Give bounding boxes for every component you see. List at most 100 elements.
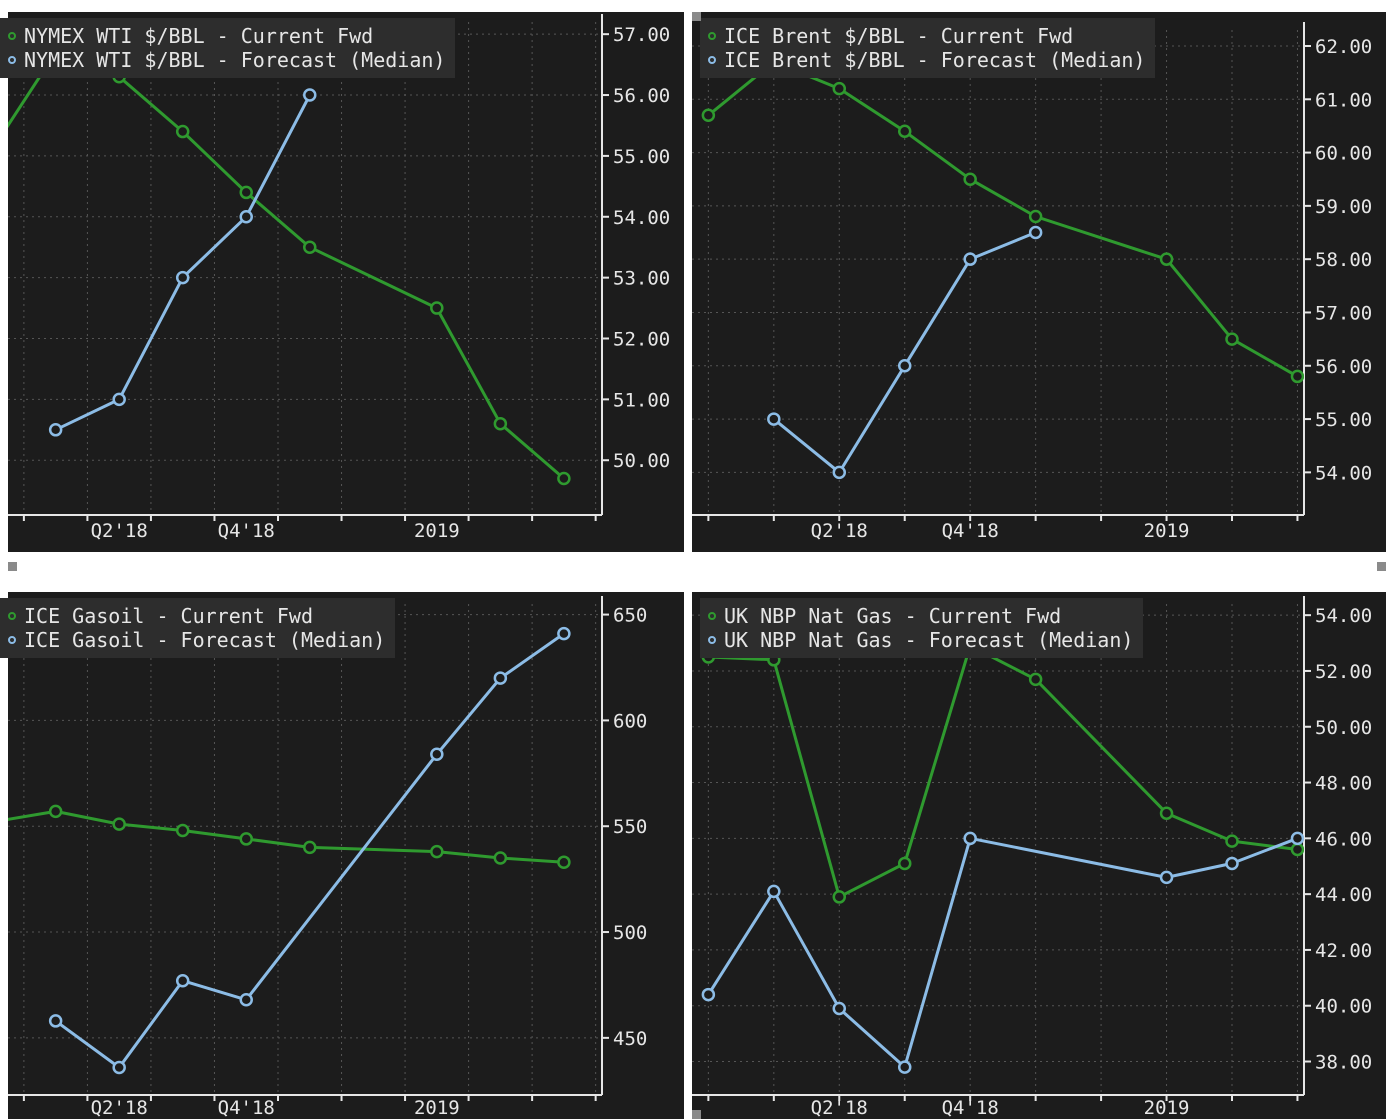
data-point xyxy=(303,840,317,855)
y-tick-label: 50.00 xyxy=(613,450,670,472)
series-line xyxy=(708,644,1298,899)
data-point xyxy=(832,890,847,904)
y-tick-label: 54.00 xyxy=(613,207,670,229)
x-tick-label: Q4'18 xyxy=(218,520,275,542)
data-point xyxy=(175,823,190,838)
series-line xyxy=(8,50,565,480)
data-point xyxy=(701,108,716,123)
series-line xyxy=(54,94,312,432)
y-tick-label: 50.00 xyxy=(1315,717,1372,739)
panel-corner-marker xyxy=(1377,562,1386,571)
y-tick-label: 54.00 xyxy=(1315,462,1372,484)
panel-corner-marker xyxy=(692,12,701,21)
y-tick-label: 52.00 xyxy=(613,328,670,350)
data-point xyxy=(1028,209,1043,224)
y-tick-label: 57.00 xyxy=(613,24,670,46)
legend-item-current-fwd: NYMEX WTI $/BBL - Current Fwd xyxy=(8,24,445,48)
y-tick-label: 61.00 xyxy=(1315,89,1372,111)
series-current-fwd xyxy=(8,45,571,486)
legend-label: ICE Gasoil - Forecast (Median) xyxy=(24,628,386,652)
y-tick-label: 62.00 xyxy=(1315,36,1372,58)
data-point xyxy=(112,817,126,831)
y-tick-label: 51.00 xyxy=(613,389,670,411)
data-point xyxy=(897,856,912,871)
y-tick-label: 55.00 xyxy=(613,146,670,168)
chart-svg-brent: 54.00 55.00 56.00 57.00 58.00 59.00 60.00 61.00… xyxy=(692,22,1372,542)
legend-marker-current-fwd xyxy=(8,32,16,40)
data-point xyxy=(1159,806,1174,820)
data-point xyxy=(897,359,912,373)
data-point xyxy=(493,416,508,431)
data-point xyxy=(832,465,847,480)
y-tick-label: 42.00 xyxy=(1315,940,1372,962)
y-tick-label: 58.00 xyxy=(1315,249,1372,271)
data-point xyxy=(175,270,190,285)
y-tick-label: 500 xyxy=(613,922,647,944)
data-point xyxy=(897,1060,912,1074)
data-point xyxy=(493,851,508,865)
legend-marker-forecast xyxy=(8,56,16,64)
legend-label: UK NBP Nat Gas - Forecast (Median) xyxy=(724,628,1134,652)
data-point xyxy=(48,1014,63,1028)
series-line xyxy=(8,809,564,864)
data-point xyxy=(303,88,317,102)
data-point xyxy=(963,252,977,266)
data-point xyxy=(112,392,126,407)
data-point xyxy=(239,185,253,200)
data-point xyxy=(48,804,63,819)
y-tick-label: 55.00 xyxy=(1315,409,1372,431)
legend-label: NYMEX WTI $/BBL - Current Fwd xyxy=(24,24,374,48)
data-point xyxy=(832,81,847,96)
data-point xyxy=(767,412,781,426)
data-point xyxy=(175,973,190,988)
chart-panel-brent: 54.00 55.00 56.00 57.00 58.00 59.00 60.00 61.00… xyxy=(692,12,1386,552)
legend-marker-current-fwd xyxy=(708,32,716,40)
data-point xyxy=(1225,856,1239,871)
legend-marker-current-fwd xyxy=(708,612,716,620)
data-point xyxy=(1028,672,1043,687)
legend-item-forecast: UK NBP Nat Gas - Forecast (Median) xyxy=(708,628,1133,652)
y-tick-label: 550 xyxy=(613,816,647,838)
data-point xyxy=(430,747,444,762)
data-point xyxy=(430,301,444,315)
y-tick-label: 48.00 xyxy=(1315,773,1372,795)
y-tick-label: 54.00 xyxy=(1315,605,1372,627)
chart-legend-gasoil: ICE Gasoil - Current Fwd ICE Gasoil - Fo… xyxy=(0,598,396,658)
data-point xyxy=(239,210,253,224)
x-tick-label: 2019 xyxy=(414,1097,460,1119)
chart-panel-natgas: 38.00 40.00 42.00 44.00 46.00 48.00 50.00 52.00… xyxy=(692,592,1386,1119)
chart-svg-natgas: 38.00 40.00 42.00 44.00 46.00 48.00 50.00 52.00… xyxy=(692,596,1372,1119)
legend-item-forecast: ICE Gasoil - Forecast (Median) xyxy=(8,628,385,652)
legend-label: ICE Brent $/BBL - Current Fwd xyxy=(724,24,1074,48)
data-point xyxy=(1225,332,1239,346)
legend-label: ICE Gasoil - Current Fwd xyxy=(24,604,313,628)
legend-item-forecast: NYMEX WTI $/BBL - Forecast (Median) xyxy=(8,48,445,72)
y-tick-label: 56.00 xyxy=(613,85,670,107)
y-tick-label: 40.00 xyxy=(1315,996,1372,1018)
y-tick-label: 60.00 xyxy=(1315,143,1372,165)
legend-item-forecast: ICE Brent $/BBL - Forecast (Median) xyxy=(708,48,1145,72)
data-point xyxy=(493,671,508,685)
data-point xyxy=(557,855,571,869)
data-point xyxy=(963,831,977,846)
data-point xyxy=(430,844,444,859)
chart-svg-gasoil: 450 500 550 600 650 Q2'18 Q4'18 2019 xyxy=(8,596,647,1119)
series-line xyxy=(707,60,1299,378)
panel-corner-marker xyxy=(692,1110,701,1119)
data-point xyxy=(557,471,571,486)
x-tick-label: Q4'18 xyxy=(218,1097,275,1119)
data-point xyxy=(897,124,912,139)
y-tick-label: 450 xyxy=(613,1028,647,1050)
data-point xyxy=(48,423,63,437)
data-point xyxy=(767,884,781,899)
data-point xyxy=(239,993,253,1007)
y-tick-label: 46.00 xyxy=(1315,828,1372,850)
series-current-fwd xyxy=(8,804,571,869)
x-tick-label: 2019 xyxy=(1144,520,1190,542)
y-tick-label: 57.00 xyxy=(1315,302,1372,324)
series-line xyxy=(772,231,1037,474)
data-point xyxy=(112,1060,126,1075)
legend-marker-forecast xyxy=(708,636,716,644)
y-tick-label: 650 xyxy=(613,605,647,627)
series-forecast-median xyxy=(701,831,1304,1074)
